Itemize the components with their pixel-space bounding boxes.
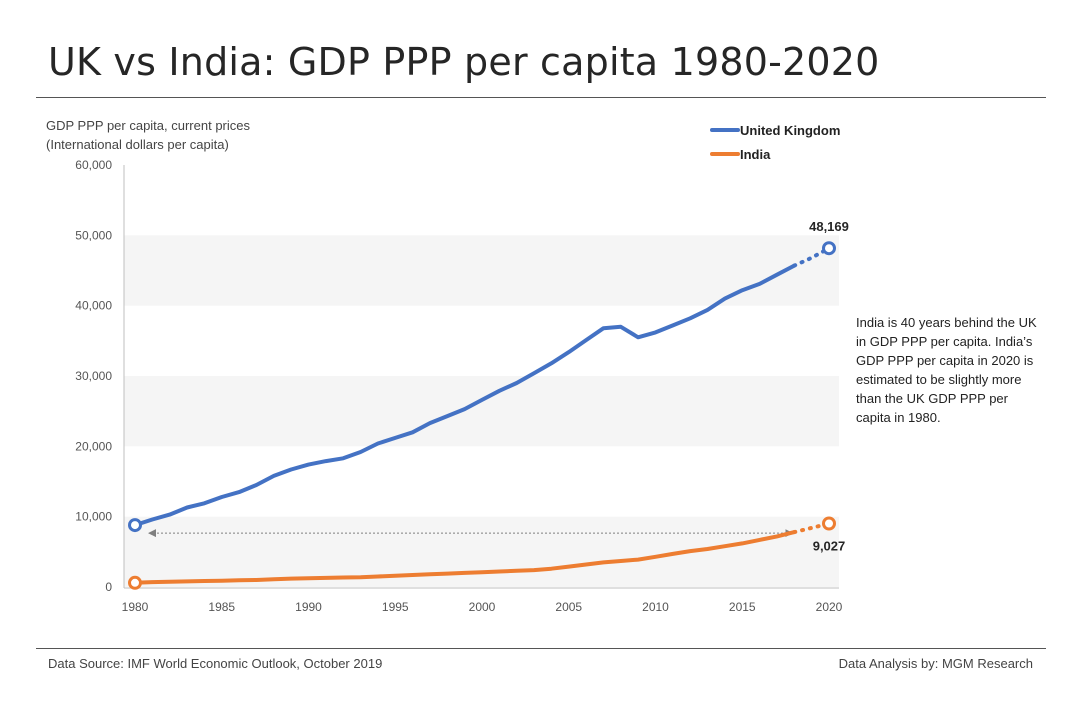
series-markers <box>128 241 836 590</box>
y-tick-label: 60,000 <box>75 158 112 172</box>
end-value-labels: 48,169 9,027 <box>809 219 849 553</box>
y-axis-caption: GDP PPP per capita, current prices (Inte… <box>46 116 250 154</box>
series-line-uk <box>133 263 797 528</box>
background-bands <box>124 235 839 587</box>
y-axis-caption-line1: GDP PPP per capita, current prices <box>46 118 251 133</box>
start-marker-india <box>128 575 142 590</box>
series-lines <box>133 246 831 585</box>
series-projection-india <box>792 521 831 535</box>
y-tick-label: 50,000 <box>75 228 112 242</box>
legend: United Kingdom India <box>710 123 840 162</box>
title-divider <box>36 97 1046 98</box>
x-tick-label: 2005 <box>555 600 582 614</box>
legend-label-india: India <box>740 147 771 162</box>
x-tick-label: 1985 <box>208 600 235 614</box>
x-tick-label: 2020 <box>816 600 843 614</box>
end-label-india: 9,027 <box>813 539 846 554</box>
end-label-uk: 48,169 <box>809 219 849 234</box>
y-tick-label: 20,000 <box>75 439 112 453</box>
end-marker-india <box>822 516 836 531</box>
start-marker-uk <box>128 518 142 533</box>
series-line-india <box>133 530 797 585</box>
y-axis-ticks: 0 10,000 20,000 30,000 40,000 50,000 60,000 <box>75 158 112 594</box>
y-tick-label: 0 <box>105 580 112 594</box>
y-axis-caption-line2: (International dollars per capita) <box>46 137 229 152</box>
x-tick-label: 1980 <box>122 600 149 614</box>
y-tick-label: 30,000 <box>75 369 112 383</box>
data-analysis-credit: Data Analysis by: MGM Research <box>838 656 1033 671</box>
x-tick-label: 1995 <box>382 600 409 614</box>
x-tick-label: 2000 <box>469 600 496 614</box>
annotation-note: India is 40 years behind the UK in GDP P… <box>856 315 1037 425</box>
background-band-0 <box>124 516 839 587</box>
chart-title: UK vs India: GDP PPP per capita 1980-202… <box>48 40 880 84</box>
legend-label-uk: United Kingdom <box>740 123 840 138</box>
x-axis-ticks: 1980 1985 1990 1995 2000 2005 2010 2015 2020 <box>122 600 843 614</box>
background-band-1 <box>124 376 839 447</box>
axes <box>123 165 839 589</box>
x-tick-label: 2010 <box>642 600 669 614</box>
data-source: Data Source: IMF World Economic Outlook,… <box>48 656 383 671</box>
x-tick-label: 2015 <box>729 600 756 614</box>
y-tick-label: 10,000 <box>75 510 112 524</box>
end-marker-uk <box>822 241 836 256</box>
footer-divider <box>36 648 1046 649</box>
y-tick-label: 40,000 <box>75 299 112 313</box>
x-tick-label: 1990 <box>295 600 322 614</box>
background-band-2 <box>124 235 839 306</box>
